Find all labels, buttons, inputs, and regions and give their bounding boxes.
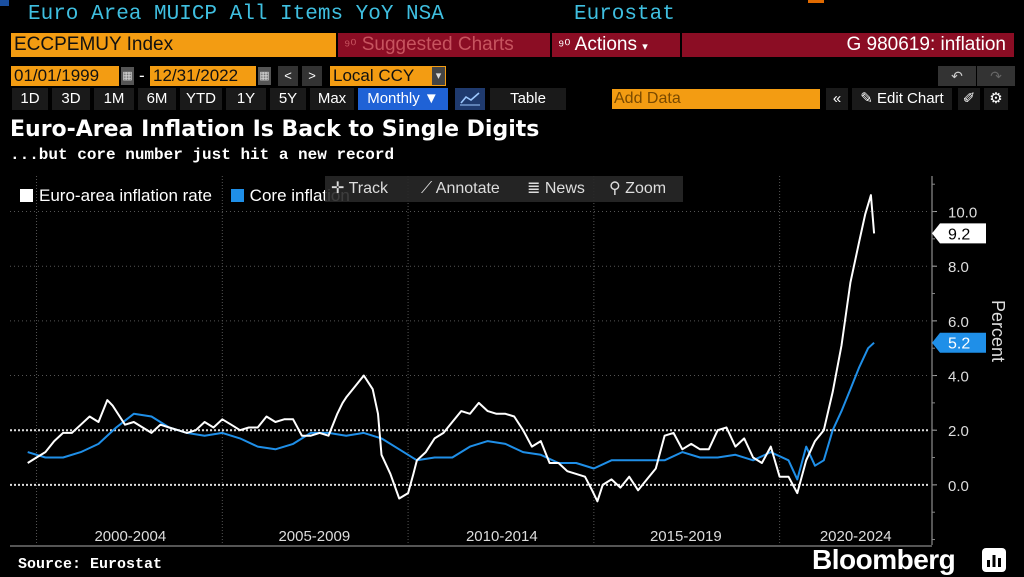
legend-swatch-core <box>230 189 244 202</box>
x-tick-label: 2000-2004 <box>94 528 166 545</box>
y-tick-label: 0.0 <box>948 478 969 495</box>
pen-icon: ⟋ <box>421 180 433 197</box>
bloomberg-logo-icon <box>982 548 1006 572</box>
series-line-core <box>27 341 875 481</box>
actions-label: Actions <box>574 34 637 55</box>
chart-id[interactable]: G 980619: inflation <box>682 33 1014 57</box>
period-3d[interactable]: 3D <box>52 88 90 110</box>
news-button[interactable]: ≣ News <box>527 176 585 202</box>
frequency-select[interactable]: Monthly ▼ <box>358 88 448 110</box>
chart-grid-icon: ⁹⁰ <box>344 37 357 54</box>
chart-title: Euro-Area Inflation Is Back to Single Di… <box>10 117 540 142</box>
x-tick-label: 2020-2024 <box>820 528 892 545</box>
x-axis: 2000-2004 2005-2009 2010-2014 2015-2019 2020… <box>10 528 932 547</box>
news-icon: ≣ <box>527 180 541 197</box>
period-5y[interactable]: 5Y <box>270 88 306 110</box>
y-tick-label: 2.0 <box>948 423 969 440</box>
date-dash: - <box>139 66 145 85</box>
period-bar: 1D 3D 1M 6M YTD 1Y 5Y Max Monthly ▼ Tabl… <box>0 88 1024 110</box>
annotate-label: Annotate <box>435 180 500 197</box>
suggested-charts-button[interactable]: ⁹⁰ Suggested Charts <box>338 33 550 57</box>
legend-label-core: Core inflation <box>249 186 350 205</box>
period-max[interactable]: Max <box>310 88 354 110</box>
security-title: Euro Area MUICP All Items YoY NSA <box>28 3 444 26</box>
chart-toolbar: ✛ Track ⟋ Annotate ≣ News ⚲ Zoom <box>325 176 683 202</box>
track-button[interactable]: ✛ Track <box>331 176 388 202</box>
track-label: Track <box>348 180 388 197</box>
chart-grid-icon: ⁹⁰ <box>558 37 571 54</box>
ticker-input[interactable]: ECCPEMUY Index <box>11 33 336 57</box>
x-tick-label: 2015-2019 <box>650 528 722 545</box>
chart-series <box>27 194 876 503</box>
currency-select[interactable]: Local CCY <box>330 66 446 86</box>
calendar-icon[interactable]: ▦ <box>121 67 134 85</box>
y-axis: 10.0 8.0 6.0 4.0 2.0 0.0 Percent 9.2 5.2 <box>931 176 1008 545</box>
chart-subtitle: ...but core number just hit a new record <box>10 146 395 164</box>
period-1y[interactable]: 1Y <box>226 88 266 110</box>
end-date-input[interactable]: 12/31/2022 <box>150 66 256 86</box>
caret-down-icon: ▼ <box>423 90 439 107</box>
date-range-bar: 01/01/1999 ▦ - 12/31/2022 ▦ < > Local CC… <box>0 66 1024 86</box>
magnifier-icon: ⚲ <box>609 180 621 197</box>
redo-icon[interactable]: ↷ <box>977 66 1015 86</box>
start-date-input[interactable]: 01/01/1999 <box>11 66 119 86</box>
add-data-input[interactable]: Add Data <box>612 89 820 109</box>
undo-icon[interactable]: ↶ <box>938 66 976 86</box>
edit-chart-label: Edit Chart <box>877 90 944 107</box>
chevron-down-icon[interactable]: ▾ <box>432 67 445 85</box>
series-line-headline <box>27 194 876 503</box>
gear-icon[interactable]: ⚙ <box>984 88 1008 110</box>
legend-swatch-headline <box>20 189 33 202</box>
frequency-value: Monthly <box>367 90 420 107</box>
y-tick-label: 4.0 <box>948 369 969 386</box>
period-1m[interactable]: 1M <box>94 88 134 110</box>
x-tick-label: 2005-2009 <box>278 528 350 545</box>
last-value-label-headline: 9.2 <box>948 226 970 243</box>
window-mark-right <box>808 0 824 3</box>
zoom-label: Zoom <box>625 180 667 197</box>
chart-legend: Euro-area inflation rate Core inflation <box>20 186 350 206</box>
chevron-down-icon: ▾ <box>642 41 648 53</box>
source-note: Source: Eurostat <box>18 556 163 573</box>
period-6m[interactable]: 6M <box>138 88 176 110</box>
y-tick-label: 10.0 <box>948 205 977 222</box>
source-title: Eurostat <box>574 3 675 26</box>
annotate-button[interactable]: ⟋ Annotate <box>421 176 500 202</box>
period-1d[interactable]: 1D <box>12 88 48 110</box>
last-value-badge-headline <box>932 223 986 244</box>
crosshair-icon: ✛ <box>331 180 345 197</box>
last-value-badge-core <box>932 332 986 353</box>
y-axis-label: Percent <box>988 300 1008 362</box>
y-tick-label: 8.0 <box>948 259 969 276</box>
period-ytd[interactable]: YTD <box>180 88 222 110</box>
pencil-icon: ✎ <box>860 90 873 107</box>
edit-chart-button[interactable]: ✎ Edit Chart <box>852 88 952 110</box>
title-bar: Euro Area MUICP All Items YoY NSA Eurost… <box>0 0 1024 32</box>
actions-button[interactable]: ⁹⁰ Actions ▾ <box>552 33 680 57</box>
chevron-left-icon[interactable]: < <box>278 66 298 86</box>
bloomberg-logo: Bloomberg <box>812 544 956 575</box>
last-value-label-core: 5.2 <box>948 336 970 353</box>
window-mark <box>0 0 9 6</box>
x-tick-label: 2010-2014 <box>466 528 538 545</box>
legend-label-headline: Euro-area inflation rate <box>39 186 212 205</box>
chevron-right-icon[interactable]: > <box>302 66 322 86</box>
collapse-icon[interactable]: « <box>826 88 848 110</box>
command-bar: ECCPEMUY Index ⁹⁰ Suggested Charts ⁹⁰ Ac… <box>0 33 1024 57</box>
zoom-button[interactable]: ⚲ Zoom <box>609 176 666 202</box>
chart-grid <box>10 176 930 545</box>
currency-value: Local CCY <box>333 66 415 85</box>
line-chart-icon[interactable] <box>455 88 485 110</box>
news-label: News <box>544 180 585 197</box>
table-button[interactable]: Table <box>490 88 566 110</box>
suggested-charts-label: Suggested Charts <box>361 34 514 55</box>
edit-icon[interactable]: ✐ <box>958 88 980 110</box>
y-tick-label: 6.0 <box>948 314 969 331</box>
calendar-icon[interactable]: ▦ <box>258 67 271 85</box>
